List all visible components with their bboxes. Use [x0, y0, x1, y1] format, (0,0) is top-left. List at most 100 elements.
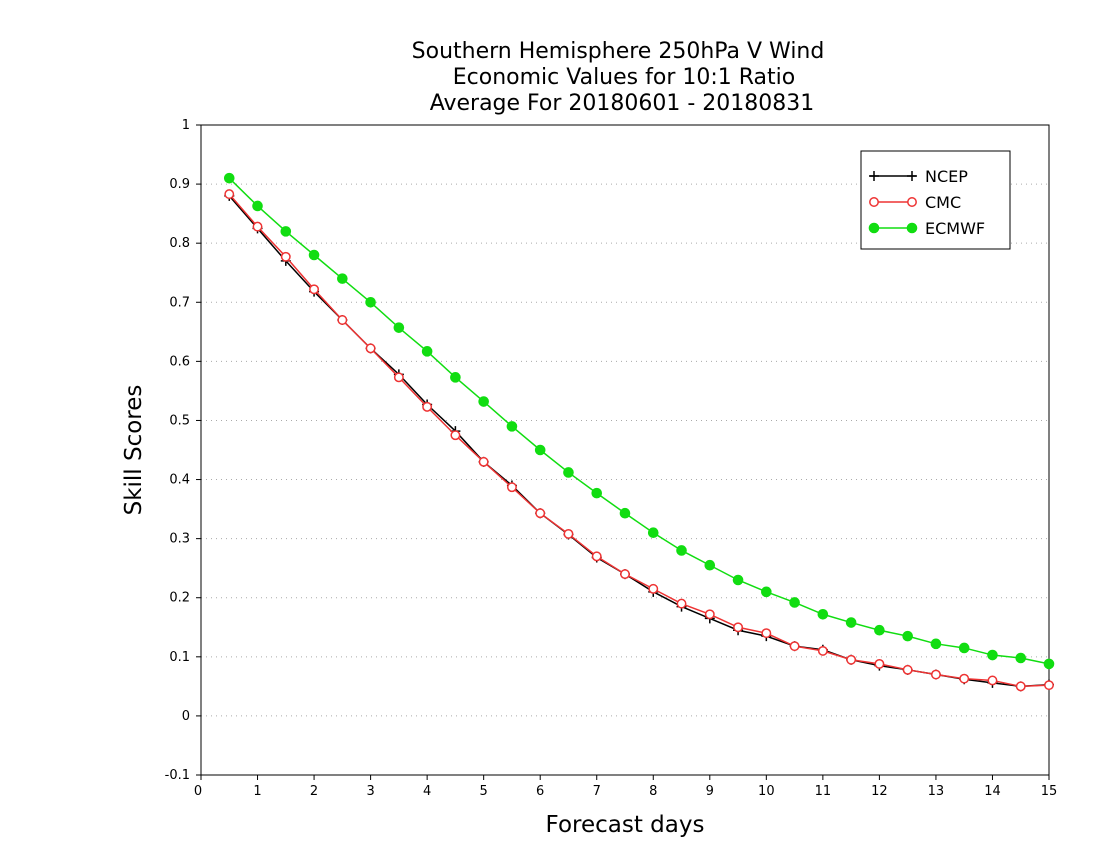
legend: NCEP CMC ECMWF [860, 150, 1011, 250]
x-tick-label: 13 [928, 784, 945, 799]
data-point-ecmwf [930, 638, 942, 650]
data-point-cmc [280, 251, 291, 262]
data-point-ecmwf [845, 617, 857, 628]
legend-label: CMC [925, 193, 961, 212]
data-point-cmc [733, 622, 744, 633]
series-ecmwf [223, 172, 1055, 670]
data-point-cmc [563, 528, 574, 539]
data-point-cmc [337, 315, 348, 325]
grid-lines [201, 183, 1049, 717]
x-tick-label: 2 [310, 784, 318, 799]
data-point-cmc [252, 221, 263, 232]
data-point-ecmwf [987, 649, 998, 661]
y-axis-label: Skill Scores [121, 385, 147, 516]
legend-label: ECMWF [925, 219, 985, 238]
data-point-ecmwf [619, 507, 631, 519]
x-tick-label: 4 [423, 784, 431, 799]
data-point-ecmwf [902, 630, 913, 642]
y-tick-label: 0 [182, 709, 190, 724]
x-tick-label: 0 [194, 784, 202, 799]
data-point-cmc [309, 284, 320, 295]
data-point-ecmwf [874, 624, 885, 636]
data-point-cmc [506, 482, 517, 493]
y-tick-label: 0.7 [169, 295, 190, 310]
x-tick-label: 7 [593, 784, 601, 799]
data-point-cmc [620, 569, 630, 580]
legend-items: NCEP CMC ECMWF [868, 167, 985, 238]
legend-marker [868, 222, 880, 234]
x-tick-label: 5 [480, 784, 488, 799]
legend-marker [907, 171, 917, 181]
legend-marker [869, 171, 879, 181]
x-axis-label: Forecast days [546, 812, 705, 838]
data-point-cmc [422, 401, 433, 412]
data-point-cmc [591, 551, 602, 562]
plot-area-frame [200, 124, 1050, 776]
x-tick-label: 14 [984, 784, 1001, 799]
data-point-ecmwf [761, 586, 772, 598]
data-point-cmc [450, 430, 461, 441]
axis-ticks [196, 124, 1050, 780]
y-tick-label: 0.4 [169, 473, 190, 488]
data-point-ecmwf [563, 467, 574, 478]
legend-label: NCEP [925, 167, 968, 186]
data-point-ecmwf [789, 597, 800, 608]
y-tick-label: 0.5 [169, 413, 190, 428]
data-point-ecmwf [393, 322, 405, 333]
data-point-ecmwf [958, 642, 970, 654]
series-line-ecmwf [228, 177, 1050, 665]
data-point-cmc [761, 628, 772, 639]
data-point-cmc [930, 669, 941, 680]
legend-marker [906, 222, 918, 234]
legend-marker [869, 197, 879, 207]
y-tick-label: 0.9 [169, 177, 190, 192]
series-line-cmc [228, 193, 1050, 688]
x-tick-label: 1 [253, 784, 261, 799]
x-tick-label: 6 [536, 784, 544, 799]
data-point-ecmwf [591, 487, 603, 499]
series-line-ncep [228, 195, 1050, 688]
data-point-cmc [817, 645, 828, 656]
data-point-cmc [704, 609, 715, 620]
data-point-ecmwf [534, 444, 546, 456]
data-point-ecmwf [647, 527, 659, 539]
data-point-ecmwf [365, 296, 376, 308]
x-tick-label: 15 [1041, 784, 1058, 799]
data-point-cmc [224, 189, 235, 200]
data-point-ecmwf [223, 172, 235, 184]
y-tick-label: 0.3 [169, 532, 190, 547]
data-point-cmc [648, 583, 659, 594]
data-point-cmc [535, 508, 546, 519]
data-point-cmc [393, 372, 404, 383]
y-tick-label: 1 [182, 118, 190, 133]
data-point-cmc [902, 664, 913, 675]
x-tick-label: 11 [815, 784, 832, 799]
data-point-cmc [959, 673, 970, 684]
chart-title-line-2: Economic Values for 10:1 Ratio [453, 65, 795, 90]
chart-title-line-3: Average For 20180601 - 20180831 [430, 91, 815, 116]
data-point-cmc [478, 456, 489, 467]
data-point-ecmwf [676, 545, 687, 556]
series-cmc [224, 189, 1054, 692]
y-axis-tick-labels: -0.1 0 0.1 0.2 0.3 0.4 0.5 0.6 0.7 0.8 0.9 1 [165, 118, 190, 783]
y-tick-label: 0.8 [169, 236, 190, 251]
data-point-cmc [987, 675, 998, 686]
data-point-ecmwf [817, 608, 829, 620]
x-tick-label: 12 [871, 784, 888, 799]
y-tick-label: 0.1 [169, 650, 190, 665]
data-point-ecmwf [1015, 652, 1027, 664]
x-tick-label: 10 [758, 784, 775, 799]
data-point-ecmwf [1043, 658, 1055, 670]
x-tick-label: 8 [649, 784, 657, 799]
data-point-cmc [365, 343, 376, 354]
data-point-ecmwf [421, 346, 433, 357]
y-tick-label: 0.6 [169, 354, 190, 369]
chart-title-line-1: Southern Hemisphere 250hPa V Wind [412, 39, 825, 64]
y-tick-label: 0.2 [169, 591, 190, 606]
data-point-cmc [846, 654, 857, 665]
y-tick-label: -0.1 [165, 768, 190, 783]
data-point-ecmwf [308, 249, 320, 261]
chart-title: Southern Hemisphere 250hPa V Wind Econom… [412, 39, 825, 116]
data-point-cmc [1044, 680, 1054, 691]
